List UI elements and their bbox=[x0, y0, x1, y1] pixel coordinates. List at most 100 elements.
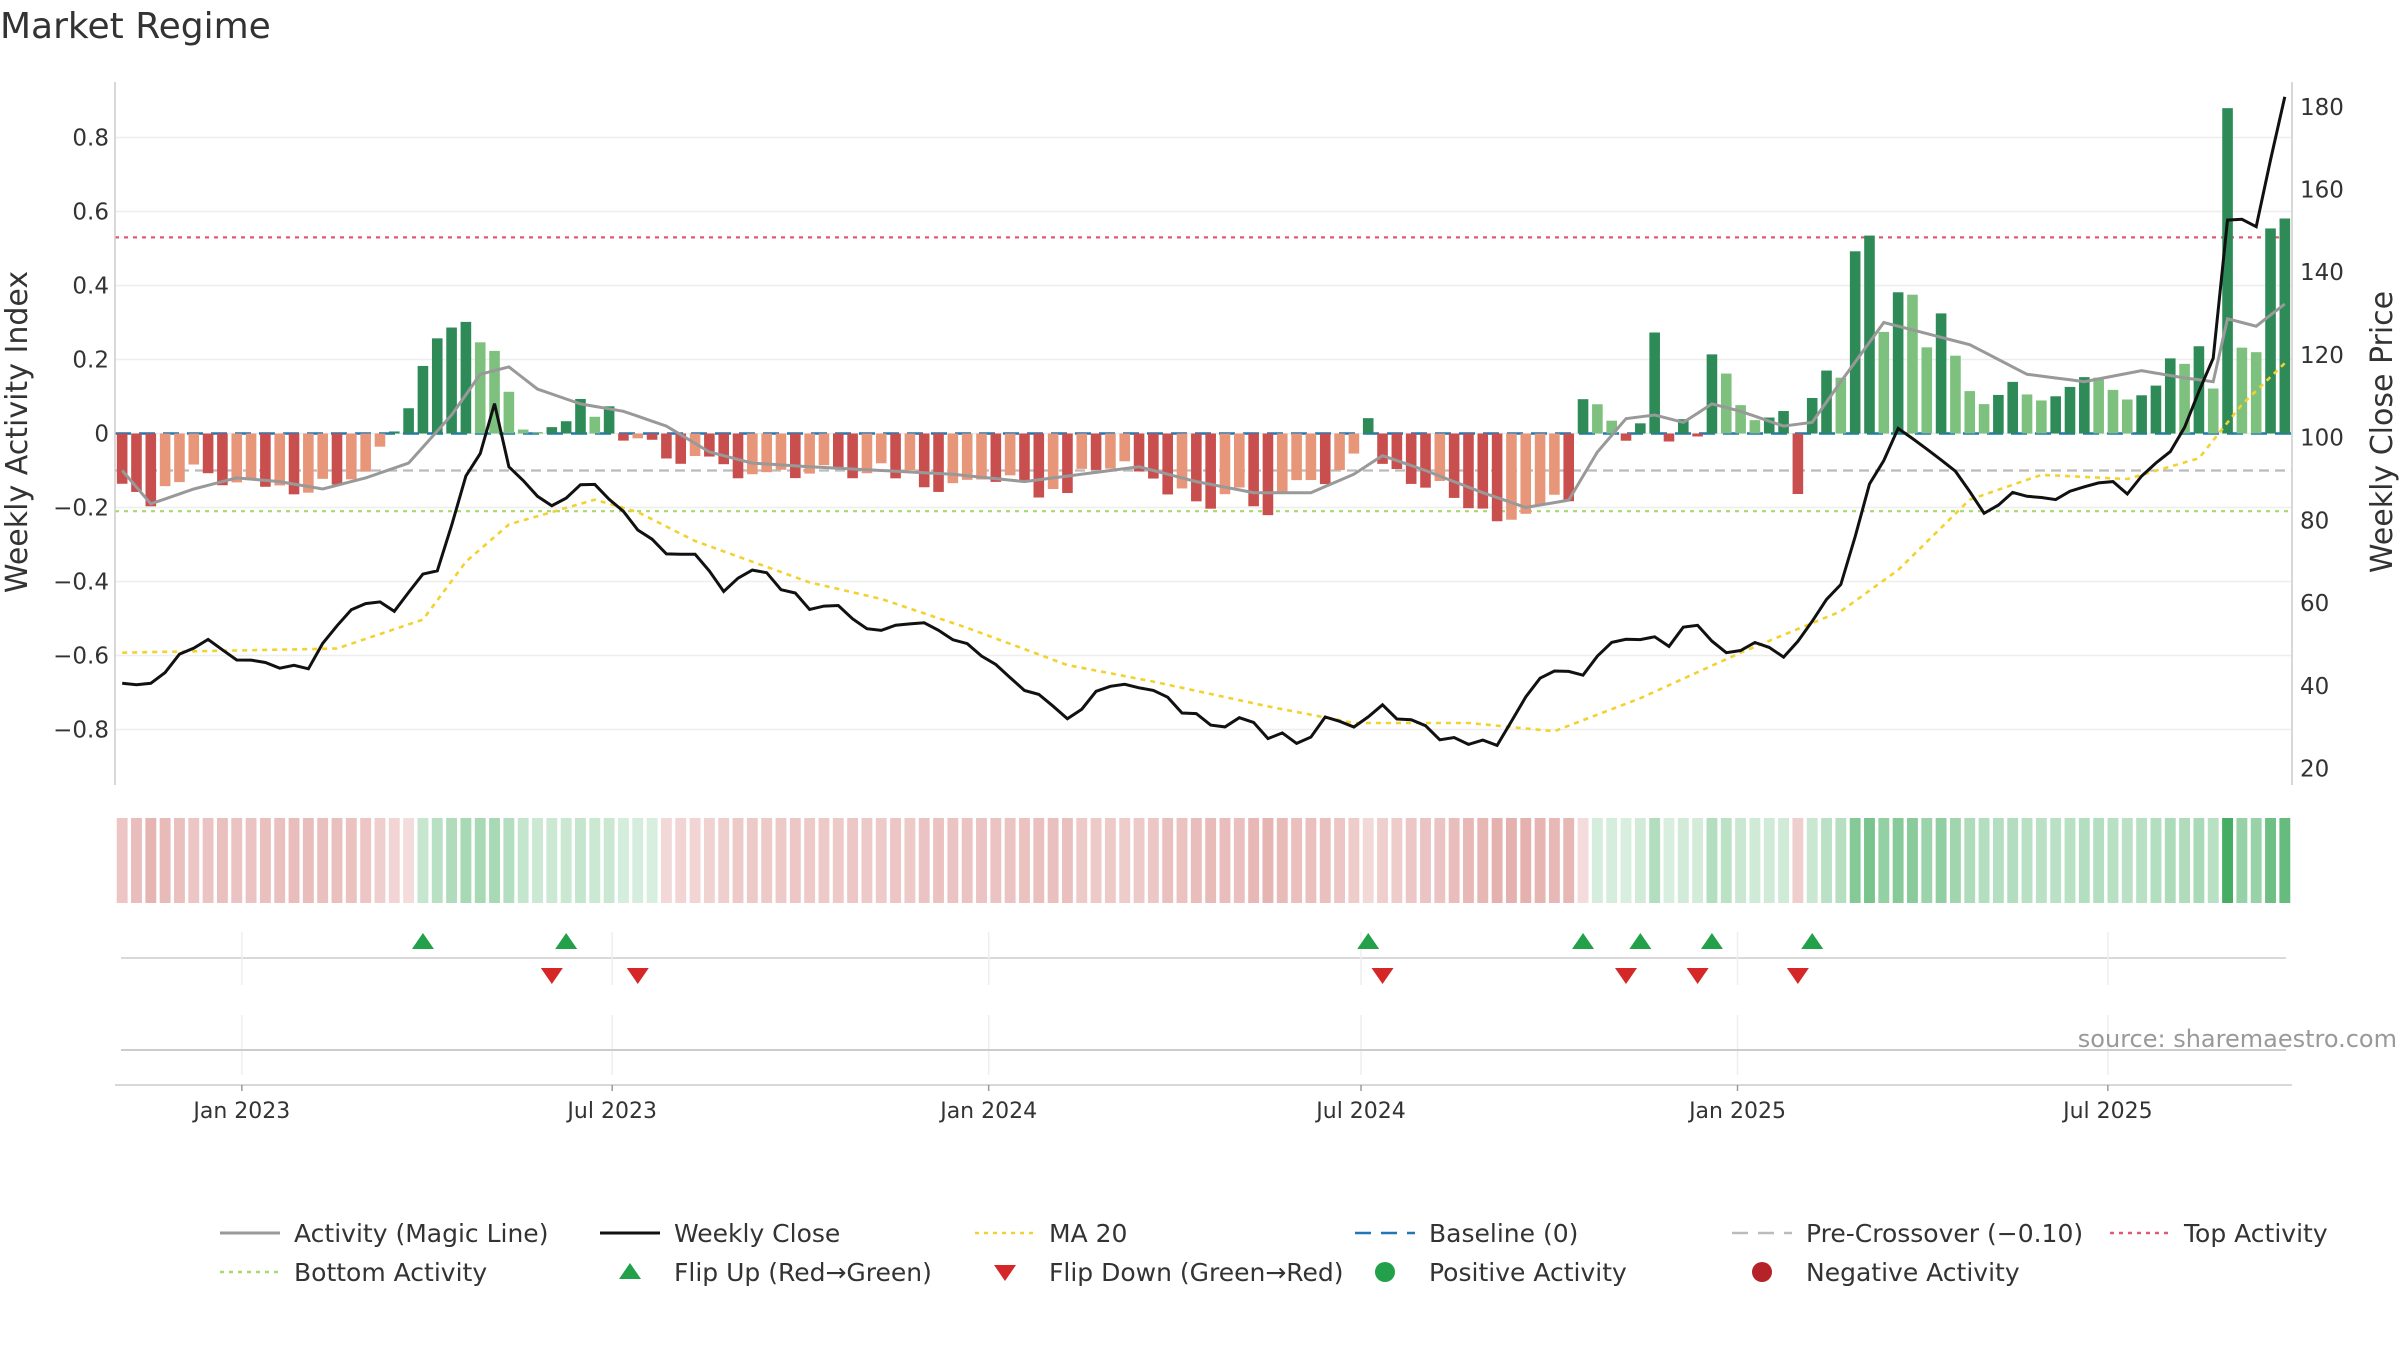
activity-bar bbox=[646, 433, 658, 440]
activity-bar bbox=[159, 433, 171, 487]
activity-bar bbox=[1606, 420, 1617, 434]
activity-bar bbox=[1319, 433, 1331, 485]
regime-cell bbox=[1104, 818, 1116, 903]
regime-cell bbox=[1849, 818, 1861, 903]
regime-cell bbox=[1448, 818, 1460, 903]
activity-bar bbox=[2136, 395, 2147, 434]
regime-cell bbox=[1319, 818, 1331, 903]
activity-bar bbox=[1219, 433, 1231, 495]
regime-cell bbox=[503, 818, 515, 903]
legend-item: MA 20 bbox=[975, 1219, 1127, 1248]
activity-bar bbox=[2279, 218, 2291, 434]
bottom-panel: Jan 2023 Jul 2023 Jan 2024 Jul 2024 Jan 2025… bbox=[115, 1015, 2292, 1124]
legend-label: Negative Activity bbox=[1806, 1258, 2020, 1287]
activity-bar bbox=[1935, 313, 1947, 434]
regime-cell bbox=[245, 818, 257, 903]
flip-up-marker bbox=[1629, 933, 1652, 949]
activity-bar bbox=[188, 433, 200, 465]
activity-bar bbox=[1534, 433, 1546, 505]
regime-cell bbox=[1548, 818, 1560, 903]
activity-bar bbox=[675, 433, 687, 464]
regime-cell bbox=[1147, 818, 1159, 903]
regime-cell bbox=[575, 818, 586, 903]
flip-markers-panel bbox=[121, 932, 2286, 985]
left-tick-label: 0.4 bbox=[72, 274, 109, 300]
regime-cell bbox=[589, 818, 601, 903]
regime-cell bbox=[1405, 818, 1417, 903]
regime-cell bbox=[861, 818, 873, 903]
regime-cell bbox=[345, 818, 357, 903]
activity-bar bbox=[116, 433, 128, 484]
legend-label: Pre-Crossover (−0.10) bbox=[1806, 1219, 2083, 1248]
activity-bar bbox=[1735, 405, 1746, 434]
regime-cell bbox=[904, 818, 916, 903]
activity-bar bbox=[1090, 433, 1102, 470]
activity-bar bbox=[1706, 354, 1718, 434]
flip-up-marker bbox=[1357, 933, 1380, 949]
activity-bar bbox=[1019, 433, 1030, 481]
activity-bar bbox=[1663, 433, 1675, 442]
legend-item: Activity (Magic Line) bbox=[220, 1219, 548, 1248]
regime-cell bbox=[1047, 818, 1059, 903]
activity-bar bbox=[1405, 433, 1417, 484]
activity-bar bbox=[1720, 373, 1732, 434]
activity-bar bbox=[1864, 235, 1875, 434]
activity-bar bbox=[632, 433, 644, 439]
legend-swatch bbox=[994, 1265, 1016, 1281]
activity-bar bbox=[718, 433, 729, 465]
activity-bars bbox=[116, 108, 2291, 522]
activity-bar bbox=[217, 433, 228, 486]
regime-cell bbox=[1291, 818, 1303, 903]
activity-bar bbox=[2150, 385, 2162, 434]
regime-cell bbox=[732, 818, 744, 903]
right-tick-label: 80 bbox=[2300, 508, 2329, 534]
regime-cell bbox=[1634, 818, 1646, 903]
regime-cell bbox=[804, 818, 816, 903]
activity-bar bbox=[317, 433, 328, 479]
activity-bar bbox=[1878, 331, 1890, 434]
right-tick-label: 120 bbox=[2300, 343, 2344, 369]
activity-bar bbox=[933, 433, 944, 492]
regime-cell bbox=[1162, 818, 1174, 903]
left-tick-label: 0.6 bbox=[72, 200, 109, 226]
activity-bar bbox=[1620, 433, 1632, 441]
activity-bar bbox=[704, 433, 715, 457]
activity-bar bbox=[747, 433, 758, 475]
activity-bar bbox=[1520, 433, 1532, 514]
legend-item: Bottom Activity bbox=[220, 1258, 487, 1287]
regime-cell bbox=[1219, 818, 1231, 903]
axes: 0.8 0.6 0.4 0.2 0 −0.2 −0.4 −0.6 −0.8 180 160 140 12… bbox=[53, 82, 2344, 785]
activity-bar bbox=[346, 433, 357, 480]
activity-bar bbox=[2250, 352, 2262, 434]
regime-cell bbox=[632, 818, 644, 903]
regime-cell bbox=[202, 818, 214, 903]
y-axis-left-title: Weekly Activity Index bbox=[0, 271, 35, 593]
activity-bar bbox=[1978, 404, 1990, 434]
activity-bar bbox=[288, 433, 300, 495]
regime-cell bbox=[718, 818, 730, 903]
activity-bar bbox=[1506, 433, 1517, 520]
legend-item: Weekly Close bbox=[600, 1219, 840, 1248]
chart-title: Market Regime bbox=[0, 6, 271, 47]
regime-cell bbox=[2136, 818, 2148, 903]
regime-cell bbox=[1921, 818, 1933, 903]
activity-bar bbox=[2207, 388, 2219, 434]
activity-bar bbox=[1592, 404, 1603, 434]
regime-cell bbox=[1778, 818, 1789, 903]
activity-bar bbox=[804, 433, 815, 474]
activity-bar bbox=[532, 432, 543, 434]
regime-cell bbox=[1620, 818, 1632, 903]
activity-bar bbox=[961, 433, 973, 480]
regime-cell bbox=[1835, 818, 1847, 903]
regime-cell bbox=[976, 818, 987, 903]
left-tick-label: −0.2 bbox=[53, 496, 109, 522]
activity-bar bbox=[1162, 433, 1173, 495]
activity-bar bbox=[360, 433, 371, 472]
activity-bar bbox=[1477, 433, 1489, 509]
right-tick-label: 180 bbox=[2300, 95, 2344, 121]
regime-cell bbox=[1090, 818, 1102, 903]
regime-cell bbox=[1677, 818, 1689, 903]
regime-cell bbox=[1892, 818, 1904, 903]
regime-cell bbox=[145, 818, 157, 903]
regime-cell bbox=[1935, 818, 1947, 903]
